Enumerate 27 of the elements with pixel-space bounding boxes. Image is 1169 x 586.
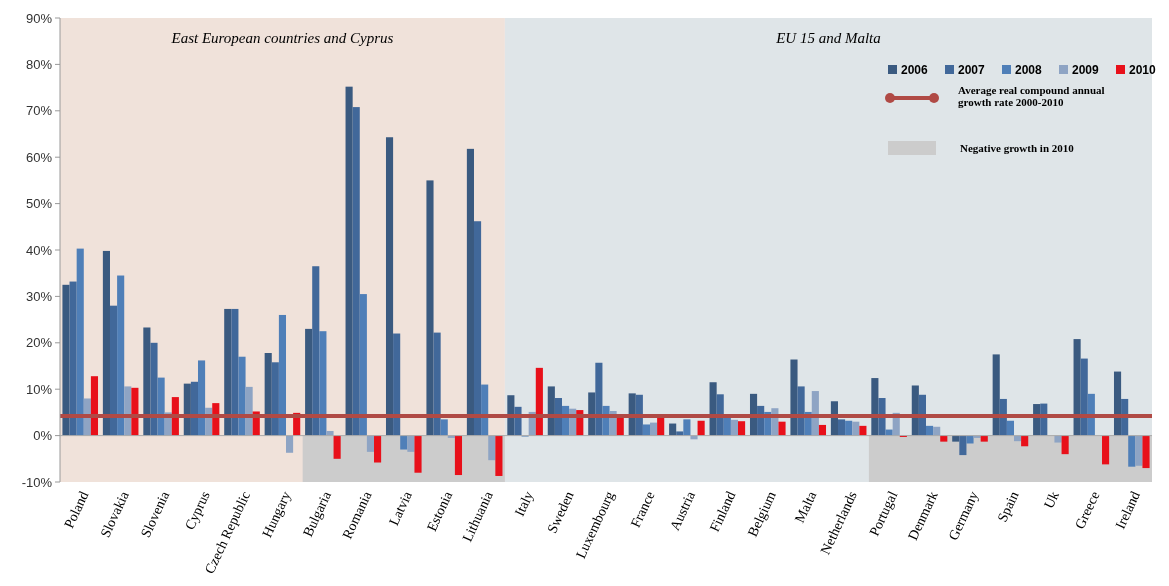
y-tick-label: 90% — [25, 10, 53, 26]
band-label: EU 15 and Malta — [775, 30, 881, 46]
y-tick-label: -10% — [21, 474, 53, 490]
legend-label: 2008 — [1015, 63, 1043, 78]
legend-label: 2010 — [1129, 63, 1157, 78]
y-tick-label: 0% — [33, 428, 53, 444]
x-tick-label: Spain — [994, 489, 1022, 525]
y-tick-label: 30% — [25, 288, 53, 304]
legend-label: Negative growth in 2010 — [960, 141, 1075, 154]
y-tick-label: 20% — [25, 335, 53, 351]
legend-label: Average real compound annual growth rate 2000-2010 — [958, 84, 1105, 109]
legend-label: 2009 — [1072, 63, 1100, 78]
y-tick-label: 60% — [25, 149, 53, 165]
legend-label: 2006 — [901, 63, 929, 78]
x-tick-label: Italy — [511, 489, 537, 519]
y-tick-label: 50% — [25, 196, 53, 212]
legend-label: 2007 — [958, 63, 986, 78]
x-tick-label: Latvia — [386, 488, 416, 528]
y-tick-label: 70% — [25, 103, 53, 119]
y-tick-label: 10% — [25, 381, 53, 397]
x-tick-label: Uk — [1041, 489, 1063, 511]
y-tick-label: 40% — [25, 242, 53, 258]
x-tick-label: Greece — [1072, 489, 1103, 532]
band-label: East European countries and Cyprus — [170, 30, 394, 46]
x-tick-label: Malta — [791, 488, 820, 525]
x-tick-label: France — [627, 489, 658, 530]
y-tick-label: 80% — [25, 56, 53, 72]
